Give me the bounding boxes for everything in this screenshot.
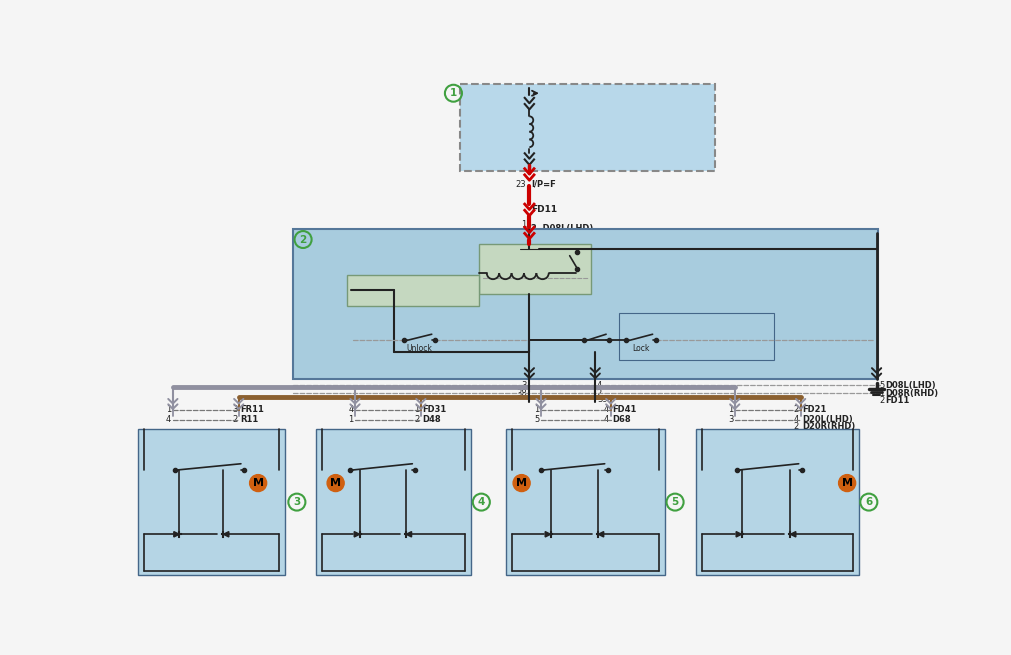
Text: 5: 5 (671, 497, 678, 507)
Text: Unlock: Unlock (406, 344, 433, 352)
Bar (696, 429, 858, 575)
Text: 3: 3 (728, 415, 733, 424)
Text: 5: 5 (879, 381, 885, 390)
Polygon shape (599, 532, 604, 537)
Text: FR11: FR11 (241, 405, 264, 414)
Bar (619, 314, 773, 360)
Text: 1: 1 (521, 220, 527, 229)
Bar (460, 84, 716, 171)
Text: D20R(RHD): D20R(RHD) (802, 422, 855, 431)
Bar (316, 429, 471, 575)
Text: 1: 1 (728, 405, 733, 414)
Text: 2: 2 (794, 405, 799, 414)
Text: 1: 1 (348, 415, 354, 424)
Text: M: M (331, 478, 341, 488)
Bar (507, 429, 665, 575)
Text: 2: 2 (596, 389, 602, 398)
Text: 4: 4 (477, 497, 485, 507)
Text: D08R(RHD): D08R(RHD) (885, 389, 938, 398)
Text: 4: 4 (794, 415, 799, 424)
Text: 4: 4 (604, 415, 610, 424)
Text: D08L(LHD): D08L(LHD) (885, 381, 936, 390)
Circle shape (328, 475, 344, 491)
Polygon shape (174, 532, 179, 537)
Text: 3: 3 (522, 381, 527, 390)
Polygon shape (791, 532, 796, 537)
Text: 4: 4 (596, 381, 602, 390)
Text: 2  D08L(LHD): 2 D08L(LHD) (531, 224, 593, 233)
Text: Lock: Lock (632, 344, 650, 352)
Text: 4: 4 (348, 405, 354, 414)
Text: M: M (841, 478, 852, 488)
Bar (347, 275, 479, 306)
Text: 2: 2 (415, 415, 420, 424)
Text: 1: 1 (879, 389, 885, 398)
Text: FD31: FD31 (423, 405, 447, 414)
Bar (137, 429, 285, 575)
Polygon shape (354, 532, 360, 537)
Text: FD41: FD41 (613, 405, 637, 414)
Text: 38: 38 (517, 389, 527, 398)
Text: 1: 1 (450, 88, 457, 98)
Bar (479, 244, 591, 294)
Text: 39: 39 (596, 395, 608, 404)
Text: Unlock: Unlock (533, 451, 559, 460)
Circle shape (250, 475, 267, 491)
Text: 3: 3 (232, 405, 238, 414)
Text: D20L(LHD): D20L(LHD) (802, 415, 853, 424)
Text: FD21: FD21 (802, 405, 827, 414)
Text: I/P=F: I/P=F (531, 179, 556, 189)
Text: Lock: Lock (594, 451, 612, 460)
Text: 23: 23 (516, 179, 527, 189)
Text: M: M (253, 478, 264, 488)
Text: 5: 5 (534, 415, 540, 424)
Text: 2: 2 (879, 396, 885, 405)
Text: 3: 3 (293, 497, 300, 507)
Text: 4: 4 (166, 415, 171, 424)
Text: Unlock: Unlock (226, 451, 253, 460)
Text: Unlock: Unlock (398, 451, 424, 460)
Polygon shape (736, 532, 742, 537)
Text: 1: 1 (534, 405, 540, 414)
Text: 4: 4 (604, 405, 610, 414)
Polygon shape (545, 532, 551, 537)
Text: 2: 2 (232, 415, 238, 424)
Circle shape (838, 475, 855, 491)
Text: 6: 6 (865, 497, 872, 507)
Text: D48: D48 (423, 415, 441, 424)
Text: 4  D08R(RHD): 4 D08R(RHD) (531, 231, 595, 240)
Text: 1: 1 (415, 405, 420, 414)
Text: D68: D68 (613, 415, 631, 424)
Text: Unlock: Unlock (728, 451, 754, 460)
Text: Lock: Lock (789, 451, 806, 460)
Text: M: M (517, 478, 527, 488)
Text: 2: 2 (299, 234, 306, 244)
Text: FD11: FD11 (531, 205, 557, 214)
Text: R11: R11 (241, 415, 259, 424)
Bar (293, 229, 879, 379)
Polygon shape (223, 532, 228, 537)
Text: 1: 1 (166, 405, 171, 414)
Text: Lock: Lock (347, 451, 364, 460)
Polygon shape (406, 532, 411, 537)
Text: FD11: FD11 (885, 396, 910, 405)
Text: 2: 2 (794, 422, 799, 431)
Text: Lock: Lock (171, 451, 188, 460)
Circle shape (514, 475, 530, 491)
